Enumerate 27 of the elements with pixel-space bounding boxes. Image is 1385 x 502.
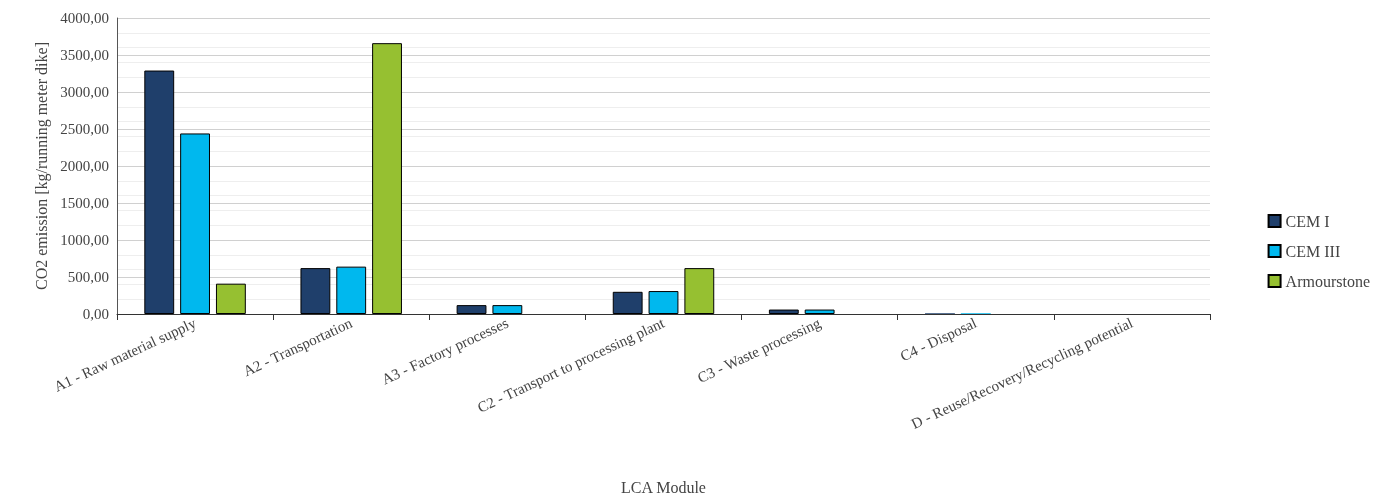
bar [456, 305, 487, 314]
bar [648, 291, 679, 314]
legend-label: Armourstone [1285, 272, 1371, 290]
bar [492, 305, 523, 314]
bar [768, 309, 799, 314]
y-tick-label: 0,00 [82, 306, 109, 322]
bar [215, 283, 246, 314]
x-axis-title: LCA Module [621, 478, 706, 496]
y-axis-title: CO2 emission [kg/running meter dike] [32, 42, 51, 290]
y-tick-label: 1000,00 [60, 232, 109, 248]
bar [372, 43, 402, 314]
bar [612, 291, 643, 314]
y-tick-label: 2500,00 [60, 121, 109, 137]
bar [180, 133, 210, 314]
bar [804, 309, 835, 314]
legend-label: CEM III [1285, 242, 1341, 260]
bar [144, 70, 175, 314]
y-tick-label: 4000,00 [60, 10, 109, 26]
bar [336, 266, 367, 314]
y-tick-label: 3000,00 [60, 84, 109, 100]
y-tick-label: 2000,00 [60, 158, 109, 174]
y-tick-label: 3500,00 [60, 47, 109, 63]
legend-label: CEM I [1285, 212, 1330, 230]
bar [684, 268, 715, 314]
y-tick-label: 500,00 [67, 269, 109, 285]
y-tick-label: 1500,00 [60, 195, 109, 211]
bar [300, 268, 331, 314]
